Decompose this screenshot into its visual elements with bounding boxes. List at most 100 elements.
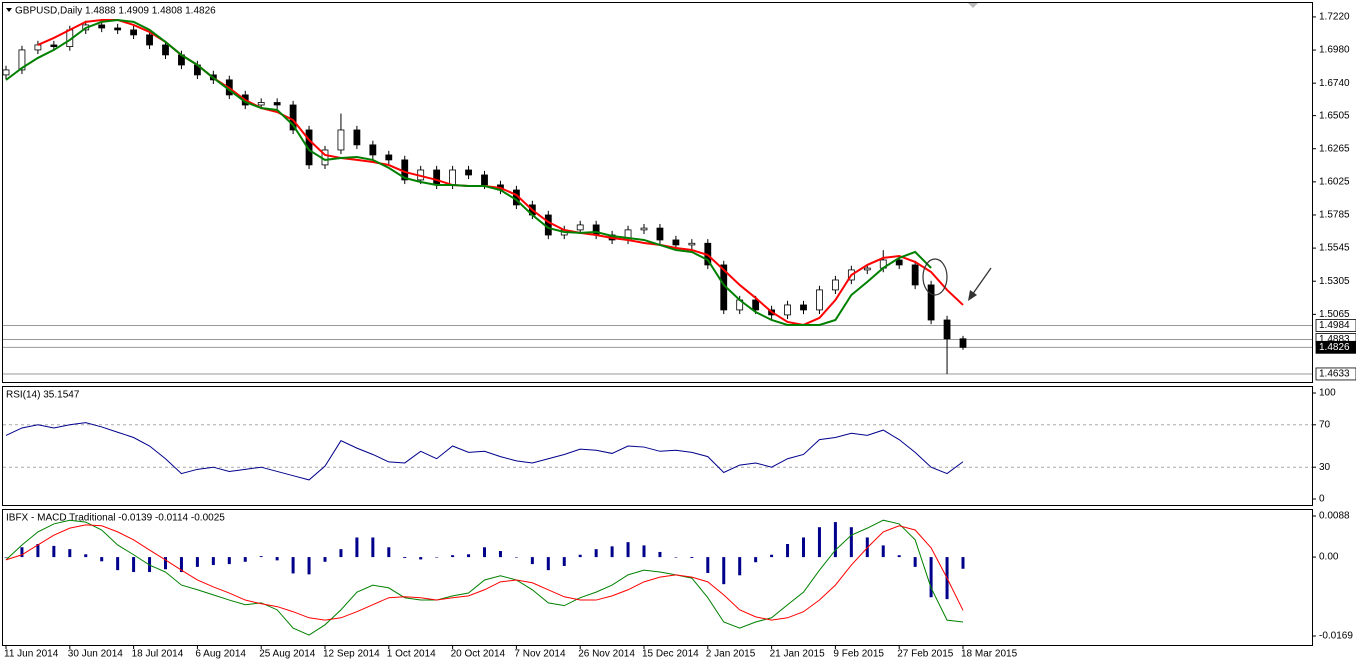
histogram-bar [403,557,407,559]
candle-body [863,267,871,271]
menu-icon [6,8,12,12]
level-label-box [1315,319,1356,332]
histogram-bar [275,557,279,561]
level-label: 1.4633 [1319,369,1350,380]
y-tick-label: 1.6025 [1319,176,1350,187]
panel-title: GBPUSD,Daily 1.4888 1.4909 1.4808 1.4826 [15,6,216,17]
x-tick-label: 15 Dec 2014 [642,649,699,660]
candle-body [816,289,823,311]
y-tick-label: 1.6265 [1319,143,1350,154]
y-tick-label: 1.7220 [1319,12,1350,23]
histogram-bar [738,557,742,576]
x-tick-label: 18 Mar 2015 [961,649,1018,660]
series-line [5,18,932,326]
series-line [5,422,964,481]
x-tick-label: 30 Jun 2014 [68,649,123,660]
y-tick-label: -0.0169 [1319,631,1353,642]
annotation-arrowhead [968,290,977,301]
level-label: 1.4826 [1319,342,1350,353]
shift-marker [968,3,978,8]
y-tick-label: 70 [1319,419,1331,430]
histogram-bar [291,557,295,574]
candle-body [130,29,138,36]
candle-body [927,284,935,321]
x-tick-label: 1 Oct 2014 [387,649,436,660]
annotation-arrow [971,267,992,296]
candle-body [369,144,377,156]
candle-body [911,264,919,286]
panel-title: IBFX - MACD Traditional -0.0139 -0.0114 … [6,513,225,524]
histogram-bar [610,546,614,558]
histogram-bar [722,557,726,585]
histogram-bar [435,557,439,558]
candle-body [98,24,106,29]
histogram-bar [259,556,263,558]
y-tick-label: 100 [1319,388,1336,399]
x-tick-label: 25 Aug 2014 [259,649,316,660]
x-tick-label: 27 Feb 2015 [897,649,954,660]
y-tick-label: 1.6505 [1319,110,1350,121]
histogram-bar [371,537,375,558]
histogram-bar [20,547,24,558]
histogram-bar [355,537,359,558]
candle-body [18,49,26,71]
histogram-bar [961,557,965,569]
x-tick-label: 11 Jun 2014 [4,649,59,660]
histogram-bar [706,557,710,573]
histogram-bar [116,557,120,571]
histogram-bar [578,554,582,558]
histogram-bar [802,537,805,558]
candle-body [337,129,345,151]
histogram-bar [849,527,853,558]
y-tick-label: 0 [1319,494,1325,505]
histogram-bar [451,555,455,558]
histogram-bar [626,542,630,558]
histogram-bar [498,551,502,558]
histogram-bar [84,554,88,558]
candle-body [2,69,10,76]
histogram-bar [52,545,56,558]
histogram-bar [881,545,885,558]
histogram-bar [674,557,678,558]
level-label: 1.4984 [1319,320,1350,331]
x-tick-label: 9 Feb 2015 [833,649,884,660]
histogram-bar [68,549,72,558]
candle-body [800,304,807,311]
histogram-bar [786,544,790,558]
candle-body [943,319,951,340]
highlight-circle [922,258,948,296]
candle-body [257,102,265,106]
candle-body [895,259,903,266]
panel-title: RSI(14) 35.1547 [6,390,80,401]
candle-body [34,44,42,51]
histogram-bar [36,544,40,558]
price-panel [2,2,1313,383]
candle-body [449,169,457,186]
histogram-bar [307,557,311,575]
y-tick-label: 0.0088 [1319,511,1350,522]
histogram-bar [387,547,391,558]
candle-body [385,154,393,161]
candle-body [273,102,281,106]
x-tick-label: 6 Aug 2014 [195,649,246,660]
histogram-bar [323,557,327,562]
histogram-bar [195,557,199,567]
candle-body [688,242,696,246]
histogram-bar [770,554,774,558]
y-tick-label: 1.5545 [1319,243,1350,254]
histogram-bar [243,557,247,562]
candle-body [656,227,664,241]
histogram-bar [817,527,821,558]
histogram-bar [754,557,758,563]
candle-body [784,304,791,316]
candle-body [672,239,680,246]
x-tick-label: 21 Jan 2015 [770,649,825,660]
histogram-bar [211,557,215,566]
y-tick-label: 1.6740 [1319,78,1350,89]
histogram-bar [929,557,933,598]
histogram-bar [642,545,646,558]
x-tick-label: 7 Nov 2014 [514,649,566,660]
candle-body [481,174,488,186]
histogram-bar [483,547,486,558]
